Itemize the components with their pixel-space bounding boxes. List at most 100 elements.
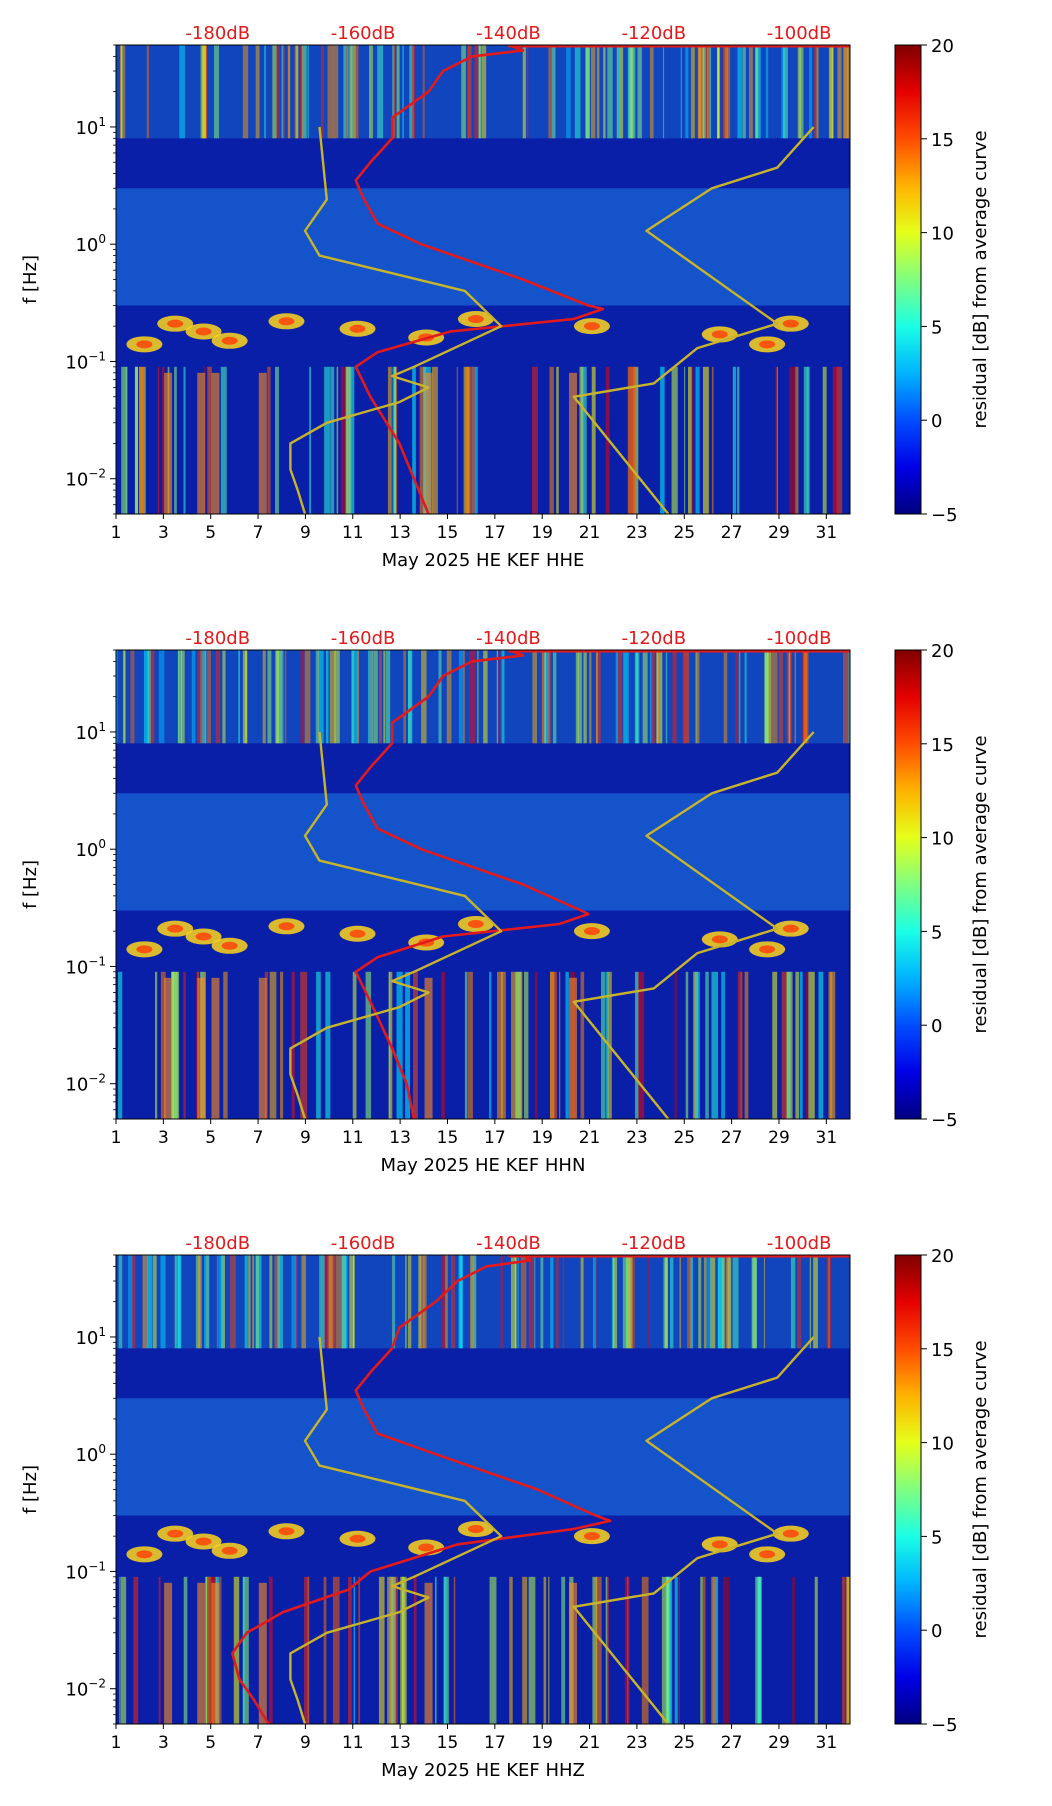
hf-streak [269,1255,273,1349]
hf-streak [797,1255,802,1349]
hf-streak [617,650,623,744]
hf-streak [248,1255,251,1349]
x-axis-label: May 2025 HE KEF HHN [381,1155,586,1176]
curve-nhnm [572,731,815,1119]
colorbar-tick-label: 10 [931,829,954,850]
hf-streak [214,45,220,139]
hf-streak [130,650,135,744]
hf-streak [267,650,272,744]
hf-streak [596,650,601,744]
hf-streak [352,1255,355,1349]
hf-streak [176,1255,180,1349]
hf-streak [369,45,371,139]
hf-streak [595,1255,597,1349]
hf-streak [252,1255,254,1349]
lf-streak [467,971,473,1119]
hf-streak [378,650,382,744]
hf-streak [680,45,682,139]
lf-streak [702,1576,707,1724]
hf-streak [826,1255,832,1349]
hf-streak [238,650,241,744]
lf-streak [121,366,127,514]
lf-streak [665,1576,673,1724]
hf-streak [615,650,618,744]
lf-streak [830,971,833,1119]
hf-streak [393,45,396,139]
lf-streak [441,971,445,1119]
lf-event-column [211,372,220,514]
colorbar-tick-label: 5 [931,1527,942,1548]
x-tick-label: 19 [531,1128,553,1148]
hf-streak [627,1255,633,1349]
microseism-blob-core [221,941,238,950]
hf-streak [696,650,700,744]
hf-streak [383,650,386,744]
hf-streak [369,45,373,139]
lf-event-column [164,1582,173,1724]
hf-streak [695,650,698,744]
hf-streak [197,1255,202,1349]
lf-streak [434,1576,437,1724]
lf-streak [330,366,335,514]
hf-streak [549,45,552,139]
hf-streak [642,650,648,744]
lf-streak [444,1576,449,1724]
hf-streak [326,650,329,744]
hf-streak [703,45,706,139]
microseism-blob-core [418,1543,435,1552]
lf-streak [775,366,778,514]
lf-streak [233,1576,240,1724]
lf-streak [690,366,694,514]
y-tick-label: 101 [75,720,106,744]
x-tick-label: 15 [437,523,459,543]
hf-streak [802,650,808,744]
hf-streak [304,650,311,744]
hf-streak [122,650,126,744]
y-tick-label: 101 [75,1325,106,1349]
hf-streak [204,1255,210,1349]
hf-streak [255,1255,262,1349]
hf-streak [147,1255,153,1349]
lf-streak [744,971,749,1119]
y-tick-label: 10−2 [65,1677,106,1701]
y-axis-label: f [Hz] [20,860,41,909]
hf-streak [737,45,742,139]
lf-streak [139,366,146,514]
lf-streak [157,366,160,514]
lf-event-column [258,1582,267,1724]
db-axis-label: -100dB [767,1233,832,1254]
hf-streak [498,650,501,744]
hf-streak [191,650,196,744]
lf-event-column [164,372,173,514]
hf-streak [301,1255,307,1349]
x-tick-label: 27 [721,523,743,543]
colorbar-tick-label: −5 [931,1110,958,1131]
hf-streak [683,650,690,744]
lf-streak [348,366,355,514]
lf-streak [684,366,686,514]
hf-streak [307,45,309,139]
x-tick-label: 21 [579,1128,601,1148]
microseism-blob-core [136,340,153,349]
x-tick-label: 7 [253,1128,264,1148]
hf-streak [562,1255,565,1349]
colorbar-tick-label: 15 [931,130,954,151]
hf-streak [583,650,587,744]
microseism-blob-core [759,340,776,349]
lf-streak [223,971,228,1119]
x-tick-label: 9 [300,1733,311,1753]
lf-streak [158,1576,161,1724]
lf-streak [162,366,165,514]
x-tick-label: 21 [579,1733,601,1753]
hf-streak [202,45,207,139]
hf-streak [316,650,319,744]
lf-streak [405,971,411,1119]
lf-streak [340,366,347,514]
hf-streak [794,650,796,744]
db-axis-label: -120dB [621,23,686,44]
hf-streak [479,45,481,139]
hf-streak [690,45,695,139]
hf-streak [262,650,266,744]
curve-nhnm [572,126,815,514]
